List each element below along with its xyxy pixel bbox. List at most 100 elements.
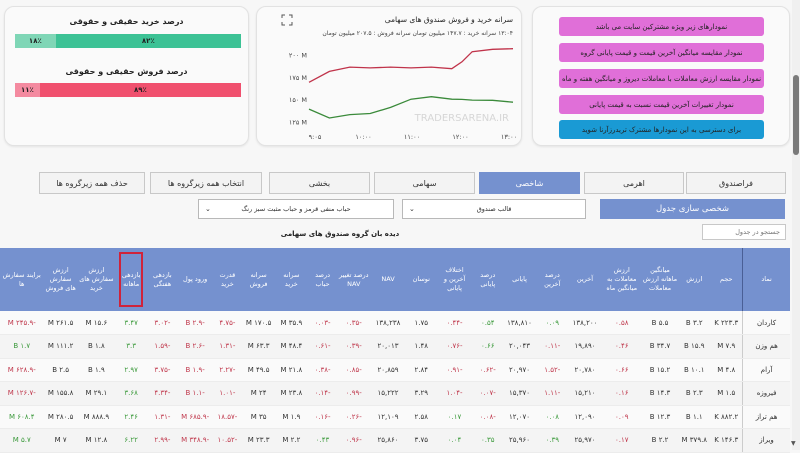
table-cell: ۱۴۶.۳ K bbox=[710, 428, 743, 453]
table-cell: -۱.۳۱ bbox=[147, 405, 178, 429]
table-cell: -۰.۷۶ bbox=[436, 334, 473, 359]
table-cell: -۱.۹ B bbox=[177, 358, 213, 382]
link-value-compare-chart[interactable]: نمودار مقایسه ارزش معاملات با معاملات دی… bbox=[559, 69, 764, 88]
table-cell: ۲۶۱.۵ M bbox=[43, 311, 78, 335]
column-header[interactable]: برایند سفارش ها bbox=[0, 248, 44, 311]
column-header-monthly-return-highlighted[interactable]: بازدهی ماهانه bbox=[115, 248, 148, 311]
column-header[interactable]: درصد حباب bbox=[307, 248, 338, 311]
table-cell: ۲.۸۴ bbox=[406, 358, 437, 382]
x-tick-label: ۱۳:۰۰ bbox=[501, 133, 517, 141]
buy-real-segment: ۸۲٪ bbox=[55, 34, 241, 48]
table-cell: ۴۸.۴ M bbox=[275, 334, 308, 359]
scroll-down-arrow-icon[interactable]: ▼ bbox=[791, 440, 796, 447]
subscribe-button[interactable]: برای دسترسی به این نمودارها مشترک تریدرز… bbox=[559, 120, 764, 139]
table-cell: ۳.۶۸ bbox=[115, 381, 148, 406]
table-cell: -۰.۹۱ bbox=[436, 358, 473, 382]
cell-symbol[interactable]: فیروزه bbox=[742, 381, 790, 406]
column-header[interactable]: سرانه فروش bbox=[241, 248, 276, 311]
column-header[interactable]: قدرت خرید bbox=[212, 248, 242, 311]
fund-type-select[interactable]: قالب صندوق ⌄ bbox=[402, 199, 586, 219]
column-header[interactable]: پایانی bbox=[502, 248, 537, 311]
x-tick-label: ۱۰:۰۰ bbox=[355, 133, 371, 141]
cell-symbol[interactable]: آرام bbox=[742, 358, 790, 382]
column-header[interactable]: ارزش معاملات به میانگین ماه bbox=[601, 248, 642, 311]
table-cell: ۲۳.۸ M bbox=[275, 381, 308, 406]
table-cell: ۸۸۲.۲ K bbox=[710, 405, 743, 429]
cell-symbol[interactable]: هم وزن bbox=[742, 334, 790, 359]
column-header[interactable]: اختلاف آخرین و پایانی bbox=[436, 248, 473, 311]
tab-leveraged[interactable]: اهرمی bbox=[584, 172, 684, 194]
column-header[interactable]: درصد آخرین bbox=[536, 248, 569, 311]
column-header[interactable]: نوسان bbox=[406, 248, 437, 311]
column-header[interactable]: ارزش سفارش های خرید bbox=[77, 248, 116, 311]
sell-percent-bar: ۱۱٪ ۸۹٪ bbox=[15, 83, 241, 97]
column-header[interactable]: ارزش سفارش های فروش bbox=[43, 248, 78, 311]
column-header[interactable]: حجم bbox=[710, 248, 743, 311]
link-avg-last-final-chart[interactable]: نمودار مقایسه میانگین آخرین قیمت و قیمت … bbox=[559, 43, 764, 62]
column-header[interactable]: میانگین ماهانه ارزش معاملات bbox=[641, 248, 679, 311]
table-row[interactable]: کاردان ۲۲۳.۳ K ۳.۲ B ۵.۵ B ۰.۵۸ ۱۳۸,۲۰۰ ۰.۰۹ ۱۳… bbox=[0, 311, 790, 335]
table-row[interactable]: هم تراز ۸۸۲.۲ K ۱.۱ B ۱۲.۳ B ۰.۰۹ ۱۲,۰۹۰ ۰.۰۸ ۱… bbox=[0, 405, 790, 429]
table-cell: -۲.۹ B bbox=[177, 311, 213, 335]
table-cell: ۰.۰۹ bbox=[601, 405, 642, 429]
table-cell: -۰.۰۸ bbox=[472, 405, 503, 429]
table-row[interactable]: آرام ۴.۸ M ۱۰.۱ B ۱۵.۲ B ۰.۶۶ ۲۰,۷۸۰ -۱.۵۲ ۲۰,۹… bbox=[0, 358, 790, 382]
table-cell: ۱۵,۳۷۰ bbox=[502, 381, 537, 406]
column-header[interactable]: بازدهی هفتگی bbox=[147, 248, 178, 311]
table-cell: ۱۰.۱ B bbox=[678, 358, 711, 382]
cell-symbol[interactable]: هم تراز bbox=[742, 405, 790, 429]
table-cell: ۱۳۸,۸۱۰ bbox=[502, 311, 537, 335]
tab-index[interactable]: شاخصی bbox=[479, 172, 580, 194]
column-header-symbol[interactable]: نماد bbox=[742, 248, 790, 311]
y-tick-label: ۲۰۰ M bbox=[289, 51, 307, 59]
bubble-color-select[interactable]: حباب منفی قرمز و حباب مثبت سبز رنگ ⌄ bbox=[198, 199, 394, 219]
table-cell: -۳.۷۵ bbox=[147, 358, 178, 382]
column-header[interactable]: آخرین bbox=[568, 248, 602, 311]
table-header-row: نماد حجم ارزش میانگین ماهانه ارزش معاملات ار… bbox=[0, 248, 790, 311]
column-header[interactable]: درصد پایانی bbox=[472, 248, 503, 311]
table-cell: ۲۵,۹۶۰ bbox=[502, 428, 537, 453]
link-last-price-change-chart[interactable]: نمودار تغییرات آخرین قیمت نسبت به قیمت پ… bbox=[559, 95, 764, 114]
table-cell: ۲.۲ B bbox=[641, 428, 679, 453]
table-row[interactable]: هم وزن ۷.۹ M ۱۵.۹ B ۳۴.۷ B ۰.۴۶ ۱۹,۸۹۰ -۰.۱۱ ۲۰… bbox=[0, 334, 790, 359]
table-row[interactable]: فیروزه ۱.۵ M ۲.۳ B ۱۴.۳ B ۰.۱۶ ۱۵,۲۱۰ -۱.۱۱ ۱۵,… bbox=[0, 381, 790, 406]
table-cell: ۴.۸ M bbox=[710, 358, 743, 382]
tab-equity[interactable]: سهامی bbox=[374, 172, 475, 194]
column-header[interactable]: درصد تغییر NAV bbox=[337, 248, 370, 311]
table-cell: -۰.۹۹ bbox=[337, 381, 370, 406]
table-cell: ۰.۰۹ bbox=[536, 311, 569, 335]
expand-icon[interactable] bbox=[281, 14, 293, 26]
column-header[interactable]: NAV bbox=[369, 248, 407, 311]
column-header[interactable]: ورود پول bbox=[177, 248, 213, 311]
column-header[interactable]: سرانه خرید bbox=[275, 248, 308, 311]
select-all-subgroups-button[interactable]: انتخاب همه زیرگروه ها bbox=[150, 172, 262, 194]
page-scrollbar[interactable] bbox=[792, 0, 800, 450]
y-tick-label: ۱۵۰ M bbox=[289, 96, 307, 104]
table-cell: ۰.۳۹ bbox=[536, 428, 569, 453]
cell-symbol[interactable]: کاردان bbox=[742, 311, 790, 335]
column-header[interactable]: ارزش bbox=[678, 248, 711, 311]
table-cell: ۰.۶۶ bbox=[601, 358, 642, 382]
table-cell: -۰.۶۲ bbox=[472, 358, 503, 382]
tab-sector[interactable]: بخشی bbox=[269, 172, 370, 194]
table-cell: -۰.۹۶ bbox=[337, 428, 370, 453]
table-cell: ۲۳.۳ M bbox=[241, 428, 276, 453]
table-row[interactable]: ویراز ۱۴۶.۳ K ۳۷۹.۸ M ۲.۲ B ۰.۱۷ ۲۵,۹۷۰ ۰.۳۹ ۲۵… bbox=[0, 428, 790, 453]
table-cell: -۰.۴۴ bbox=[436, 311, 473, 335]
tab-fara-fund[interactable]: فراصندوق bbox=[686, 172, 786, 194]
link-subscriber-note[interactable]: نمودارهای زیر ویژه مشترکین سایت می باشد bbox=[559, 17, 764, 36]
table-cell: ۱۵۵.۸ M bbox=[43, 381, 78, 406]
scrollbar-thumb[interactable] bbox=[793, 75, 799, 155]
table-cell: ۲۰,۰۱۳ bbox=[369, 334, 407, 359]
table-cell: ۱۷۰.۵ M bbox=[241, 311, 276, 335]
table-cell: ۷.۹ M bbox=[710, 334, 743, 359]
table-cell: ۳.۳ bbox=[115, 334, 148, 359]
table-cell: ۲۹.۱ M bbox=[77, 381, 116, 406]
sell-percent-title: درصد فروش حقیقی و حقوقی bbox=[65, 67, 188, 76]
customize-table-button[interactable]: شخصی سازی جدول bbox=[600, 199, 785, 219]
table-cell: ۱۵.۲ B bbox=[641, 358, 679, 382]
cell-symbol[interactable]: ویراز bbox=[742, 428, 790, 453]
table-cell: -۱۰.۵۲ bbox=[212, 428, 242, 453]
table-search-input[interactable] bbox=[702, 224, 786, 240]
remove-all-subgroups-button[interactable]: حذف همه زیرگروه ها bbox=[39, 172, 145, 194]
